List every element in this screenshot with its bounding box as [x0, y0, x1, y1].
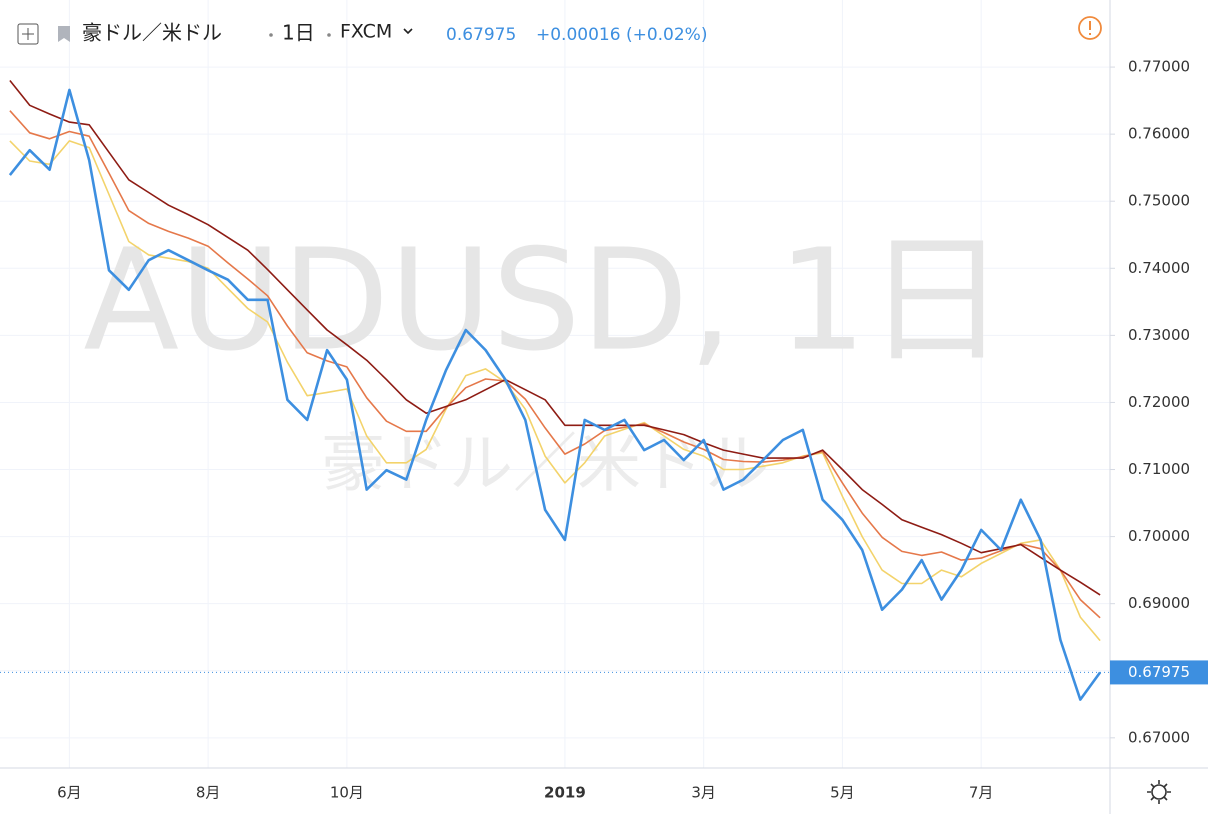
- y-tick-label: 0.71000: [1128, 460, 1190, 478]
- x-tick-label: 7月: [969, 784, 994, 802]
- y-tick-label: 0.70000: [1128, 527, 1190, 545]
- line-series: [9, 110, 1101, 619]
- x-tick-label: 6月: [57, 784, 82, 802]
- y-tick-label: 0.76000: [1128, 125, 1190, 143]
- line-series: [8, 88, 1102, 701]
- chevron: [403, 28, 413, 35]
- watermark-subtitle: 豪ドル／米ドル: [321, 428, 769, 502]
- x-tick-label: 8月: [196, 784, 221, 802]
- y-tick-label: 0.77000: [1128, 58, 1190, 76]
- x-tick-label: 10月: [330, 784, 364, 802]
- symbol: 豪ドル／米ドル: [82, 21, 222, 45]
- y-tick-label: 0.74000: [1128, 259, 1190, 277]
- expand-icon[interactable]: [17, 23, 39, 45]
- grid: [0, 0, 1110, 768]
- y-tick-label: 0.67000: [1128, 728, 1190, 746]
- axes: 0.670000.680000.690000.700000.710000.720…: [57, 58, 1208, 802]
- plot: [0, 80, 1110, 701]
- watermark: AUDUSD, 1日: [83, 220, 1006, 383]
- expand-icon: [22, 28, 34, 40]
- last-price-box: [1110, 660, 1208, 685]
- line-series: [9, 80, 1101, 596]
- separator: [327, 33, 331, 37]
- warning-icon[interactable]: [1078, 16, 1102, 40]
- y-tick-label: 0.75000: [1128, 192, 1190, 210]
- x-tick-label: 5月: [830, 784, 855, 802]
- last-price-label: 0.67975: [1128, 663, 1190, 681]
- y-tick-label: 0.73000: [1128, 326, 1190, 344]
- price: 0.67975: [446, 25, 516, 45]
- x-tick-label: 2019: [544, 784, 586, 802]
- y-tick-label: 0.69000: [1128, 594, 1190, 612]
- settings-icon[interactable]: [1151, 784, 1167, 800]
- line-series: [9, 140, 1101, 642]
- settings-icon: [1147, 780, 1171, 804]
- x-tick-label: 3月: [691, 784, 716, 802]
- interval: 1日: [282, 21, 315, 45]
- y-tick-label: 0.72000: [1128, 393, 1190, 411]
- separator: [269, 33, 273, 37]
- change: +0.00016 (+0.02%): [536, 25, 707, 45]
- source[interactable]: FXCM: [340, 21, 392, 43]
- flag-icon[interactable]: [58, 26, 70, 42]
